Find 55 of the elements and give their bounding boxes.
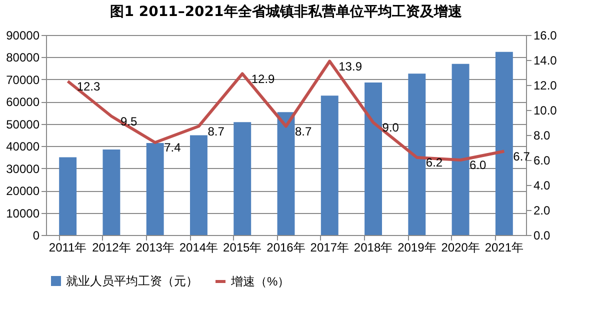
y-tick-label: 70000 [6,72,40,87]
bar [59,157,77,235]
data-label: 7.4 [164,140,182,154]
x-tick-label: 2018年 [354,240,393,254]
y2-tick-label: 12.0 [534,78,558,92]
y2-tick-label: 14.0 [534,54,558,68]
y2-tick-label: 10.0 [534,104,558,118]
x-tick-label: 2012年 [92,240,131,254]
x-tick-label: 2019年 [398,240,436,254]
y2-tick-label: 0.0 [534,228,551,242]
bar [234,122,252,235]
data-label: 6.7 [513,149,530,164]
y-tick-label: 30000 [6,162,40,176]
x-tick-label: 2021年 [484,240,524,254]
y2-tick-label: 16.0 [534,28,558,42]
chart-title: 图1 2011–2021年全省城镇非私营单位平均工资及增速 [110,4,463,20]
bar [320,96,338,235]
x-tick-label: 2015年 [223,240,262,254]
data-label: 6.0 [470,158,487,172]
y2-tick-label: 8.0 [534,128,551,142]
y-tick-label: 80000 [6,50,40,65]
bar [190,135,208,235]
x-tick-label: 2013年 [136,240,174,254]
y-tick-label: 10000 [6,206,40,220]
data-label: 13.9 [338,59,362,74]
data-label: 12.9 [251,72,276,86]
y-tick-label: 40000 [6,140,40,154]
legend-label: 就业人员平均工资（元） [66,274,198,288]
y-tick-label: 90000 [6,28,40,42]
x-tick-label: 2016年 [266,240,306,254]
x-tick-label: 2011年 [48,240,87,254]
data-label: 9.0 [382,120,400,134]
x-tick-label: 2014年 [179,240,218,254]
y-tick-label: 0 [32,228,40,242]
data-label: 9.5 [120,114,138,128]
y-tick-label: 20000 [6,184,40,198]
bar [364,82,382,235]
bar [495,52,513,235]
bar [277,112,295,235]
bar [408,74,426,235]
bar [102,149,120,235]
bar [146,143,164,235]
y-tick-label: 60000 [6,95,40,110]
y-tick-label: 50000 [6,117,40,132]
data-label: 6.2 [426,156,443,170]
bar [452,64,470,235]
y2-tick-label: 2.0 [534,204,551,218]
x-tick-label: 2020年 [441,240,480,254]
y2-tick-label: 6.0 [534,154,551,168]
legend-label: 增速（%） [230,274,290,288]
data-label: 12.3 [76,79,100,94]
data-label: 8.7 [295,124,312,138]
x-tick-label: 2017年 [310,240,349,254]
data-label: 8.7 [208,124,225,138]
y2-tick-label: 4.0 [534,178,551,192]
